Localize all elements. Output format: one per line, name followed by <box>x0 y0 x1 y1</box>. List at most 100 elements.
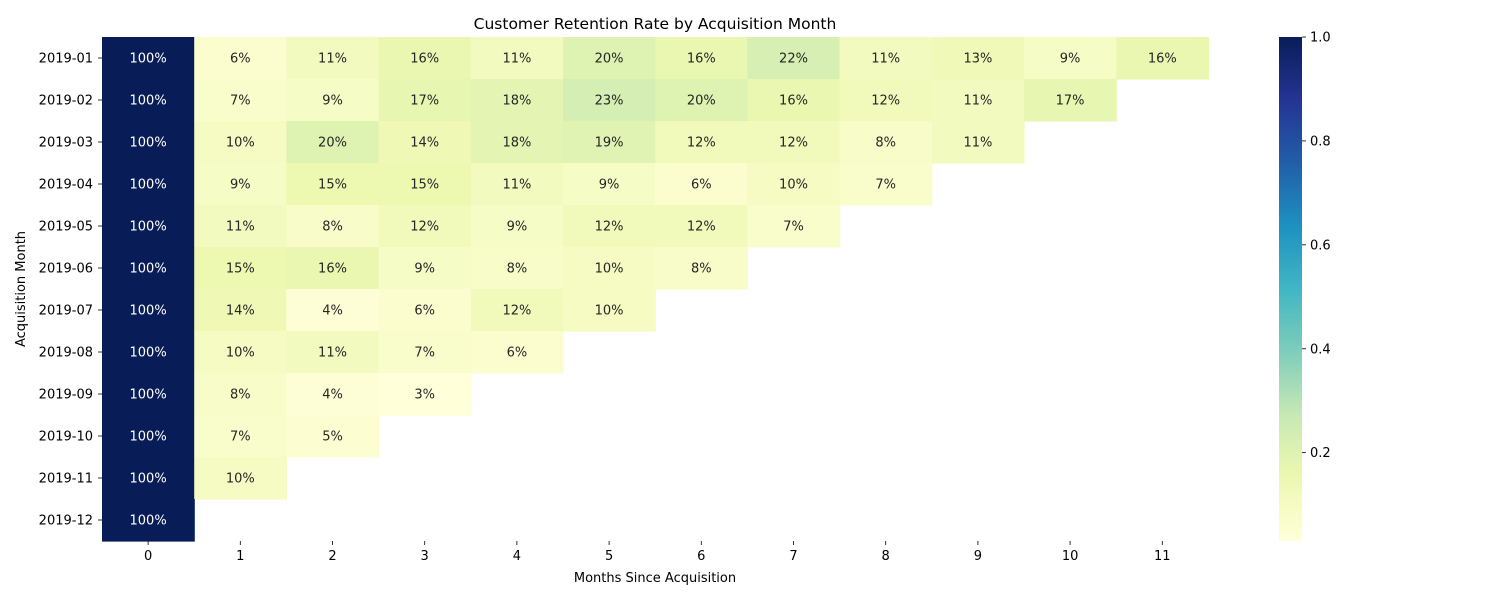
cell-value-label: 7% <box>230 94 251 109</box>
cell-value-label: 10% <box>595 304 624 319</box>
cell-value-label: 18% <box>502 136 531 151</box>
heatmap-cell <box>286 205 380 248</box>
x-tick-label: 9 <box>974 549 982 564</box>
heatmap-cell <box>102 415 195 458</box>
y-axis-ticks: 2019-01 2019-02 2019-03 2019-04 2019-05 2019-… <box>39 52 102 529</box>
x-axis-ticks: 0 1 2 3 4 5 6 7 8 9 10 11 <box>144 541 1171 564</box>
x-tick-label: 6 <box>697 549 705 564</box>
cell-value-label: 14% <box>410 136 439 151</box>
cell-value-label: 10% <box>595 262 624 277</box>
heatmap-cell <box>839 37 933 80</box>
cell-value-label: 12% <box>595 220 624 235</box>
heatmap-cell <box>470 121 564 164</box>
heatmap-cell <box>194 331 287 374</box>
y-tick-label: 2019-09 <box>39 388 93 403</box>
heatmap-cell <box>102 499 195 542</box>
heatmap-cell <box>378 163 472 206</box>
heatmap-cell <box>470 163 564 206</box>
y-tick-label: 2019-11 <box>39 472 93 487</box>
cell-value-label: 23% <box>595 94 624 109</box>
cell-value-label: 8% <box>230 388 251 403</box>
heatmap-cell <box>378 247 472 290</box>
heatmap-cell <box>931 37 1025 80</box>
heatmap-cell <box>470 289 564 332</box>
heatmap-cells <box>102 37 1209 542</box>
cell-value-label: 9% <box>414 262 435 277</box>
heatmap-cell <box>1024 37 1117 80</box>
colorbar-tick-label: 0.2 <box>1310 446 1331 461</box>
heatmap-cell <box>102 205 195 248</box>
x-tick-label: 2 <box>328 549 336 564</box>
heatmap-cell <box>839 79 933 122</box>
heatmap-cell <box>102 79 195 122</box>
cell-value-label: 100% <box>130 514 167 529</box>
x-tick-label: 0 <box>144 549 152 564</box>
cell-value-label: 17% <box>1056 94 1085 109</box>
heatmap-cell <box>747 37 841 80</box>
heatmap-cell <box>470 37 564 80</box>
cell-value-label: 9% <box>599 178 620 193</box>
cell-value-label: 16% <box>779 94 808 109</box>
y-tick-label: 2019-04 <box>39 178 93 193</box>
x-tick-label: 4 <box>513 549 521 564</box>
heatmap-cell <box>102 331 195 374</box>
heatmap-cell <box>194 415 287 458</box>
cell-value-label: 11% <box>226 220 255 235</box>
heatmap-cell <box>747 121 841 164</box>
chart-title: Customer Retention Rate by Acquisition M… <box>474 15 837 33</box>
cell-value-label: 6% <box>507 346 528 361</box>
heatmap-cell <box>655 163 748 206</box>
y-tick-label: 2019-01 <box>39 52 93 67</box>
heatmap-cell <box>286 289 380 332</box>
cell-value-label: 16% <box>687 52 716 67</box>
cell-value-label: 16% <box>318 262 347 277</box>
heatmap-cell <box>470 205 564 248</box>
cell-value-label: 100% <box>130 430 167 445</box>
heatmap-cell <box>194 289 287 332</box>
heatmap-cell <box>378 205 472 248</box>
cell-value-label: 11% <box>963 136 992 151</box>
colorbar-tick-label: 1.0 <box>1310 31 1331 46</box>
cell-value-label: 22% <box>779 52 808 67</box>
cell-value-label: 100% <box>130 220 167 235</box>
cell-value-label: 100% <box>130 346 167 361</box>
heatmap-cell <box>286 373 380 416</box>
heatmap-cell <box>655 247 748 290</box>
heatmap-cell <box>655 37 748 80</box>
cell-value-label: 20% <box>595 52 624 67</box>
cell-value-label: 11% <box>502 52 531 67</box>
heatmap-cell <box>102 457 195 500</box>
x-tick-label: 1 <box>236 549 244 564</box>
cell-value-label: 11% <box>318 52 347 67</box>
cell-value-label: 11% <box>871 52 900 67</box>
heatmap-cell <box>747 205 841 248</box>
heatmap-cell <box>655 205 748 248</box>
heatmap-cell <box>655 79 748 122</box>
cell-value-label: 15% <box>410 178 439 193</box>
heatmap-cell <box>747 79 841 122</box>
x-tick-label: 11 <box>1154 549 1171 564</box>
y-tick-label: 2019-10 <box>39 430 93 445</box>
cell-value-label: 4% <box>322 304 343 319</box>
x-tick-label: 10 <box>1062 549 1079 564</box>
heatmap-cell <box>194 457 287 500</box>
cell-value-label: 12% <box>687 220 716 235</box>
colorbar-tick-label: 0.6 <box>1310 238 1331 253</box>
cell-value-label: 6% <box>414 304 435 319</box>
cell-value-label: 9% <box>507 220 528 235</box>
colorbar-tick-label: 0.8 <box>1310 134 1331 149</box>
x-tick-label: 3 <box>421 549 429 564</box>
cell-value-label: 9% <box>1060 52 1081 67</box>
cell-value-label: 10% <box>779 178 808 193</box>
cell-value-label: 11% <box>963 94 992 109</box>
heatmap-cell <box>286 331 380 374</box>
cell-value-label: 7% <box>414 346 435 361</box>
heatmap-cell <box>747 163 841 206</box>
colorbar-ticks: 0.2 0.4 0.6 0.8 1.0 <box>1302 31 1331 461</box>
cell-value-label: 100% <box>130 52 167 67</box>
cell-value-label: 100% <box>130 304 167 319</box>
y-tick-label: 2019-02 <box>39 94 93 109</box>
y-tick-label: 2019-05 <box>39 220 93 235</box>
heatmap-cell <box>194 373 287 416</box>
